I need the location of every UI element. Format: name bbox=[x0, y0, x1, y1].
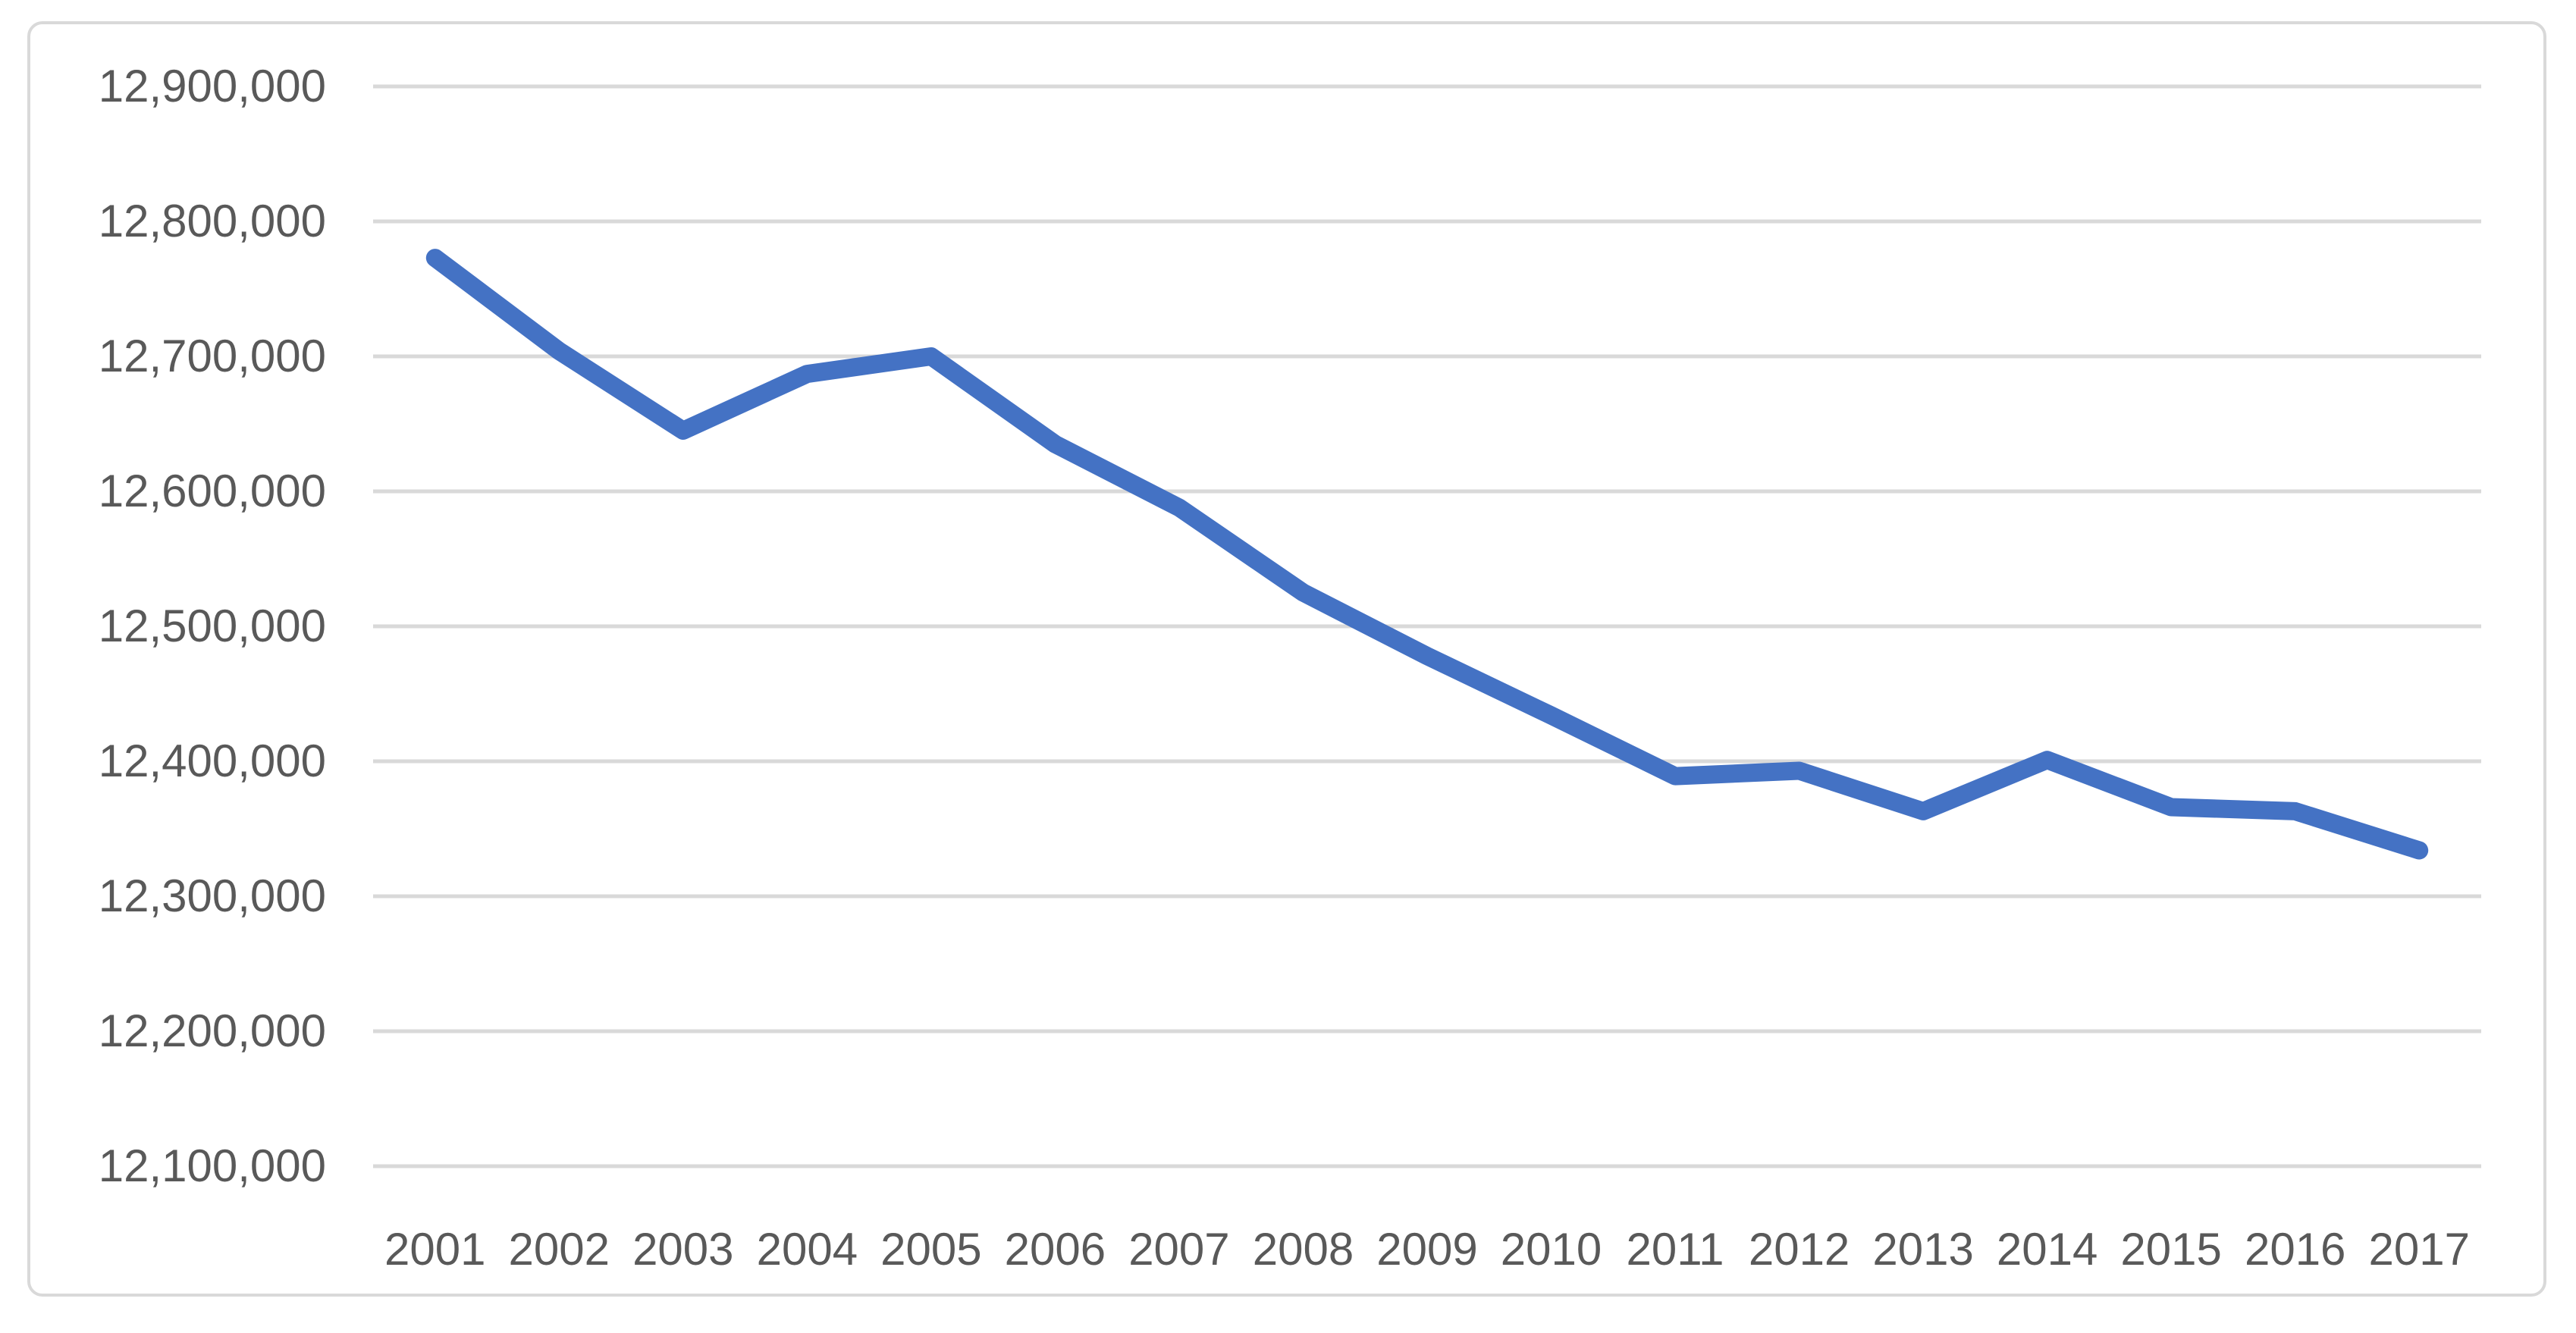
y-axis-tick-label: 12,200,000 bbox=[98, 1005, 326, 1056]
y-axis-tick-label: 12,300,000 bbox=[98, 870, 326, 921]
x-axis-tick-label: 2007 bbox=[1128, 1224, 1230, 1275]
y-axis-tick-label: 12,500,000 bbox=[98, 601, 326, 651]
x-axis-tick-label: 2010 bbox=[1500, 1224, 1602, 1275]
x-axis-tick-label: 2009 bbox=[1376, 1224, 1478, 1275]
y-axis-tick-label: 12,700,000 bbox=[98, 331, 326, 381]
x-axis-tick-label: 2014 bbox=[1996, 1224, 2098, 1275]
series-line bbox=[425, 249, 2429, 860]
x-axis-tick-label: 2001 bbox=[384, 1224, 486, 1275]
y-axis-tick-label: 12,800,000 bbox=[98, 196, 326, 246]
x-axis-tick-label: 2016 bbox=[2244, 1224, 2346, 1275]
y-axis-tick-label: 12,600,000 bbox=[98, 466, 326, 516]
x-axis-tick-label: 2013 bbox=[1872, 1224, 1974, 1275]
x-axis-tick-label: 2003 bbox=[632, 1224, 734, 1275]
x-axis-tick-label: 2012 bbox=[1748, 1224, 1850, 1275]
x-axis-tick-label: 2011 bbox=[1626, 1224, 1724, 1275]
x-axis-tick-label: 2017 bbox=[2368, 1224, 2470, 1275]
y-axis-tick-label: 12,100,000 bbox=[98, 1140, 326, 1191]
x-axis-tick-label: 2005 bbox=[880, 1224, 982, 1275]
x-axis-tick-label: 2004 bbox=[756, 1224, 858, 1275]
chart-frame bbox=[27, 21, 2546, 1297]
y-axis-tick-label: 12,400,000 bbox=[98, 736, 326, 786]
x-axis-tick-label: 2015 bbox=[2120, 1224, 2222, 1275]
x-axis-tick-label: 2006 bbox=[1004, 1224, 1106, 1275]
x-axis-tick-label: 2002 bbox=[508, 1224, 610, 1275]
x-axis-tick-label: 2008 bbox=[1252, 1224, 1354, 1275]
y-axis-tick-label: 12,900,000 bbox=[98, 61, 326, 111]
